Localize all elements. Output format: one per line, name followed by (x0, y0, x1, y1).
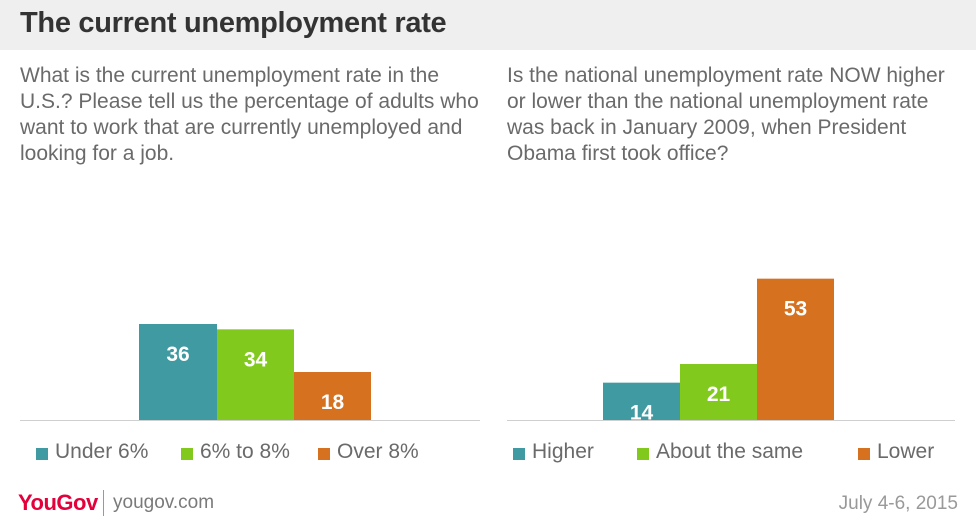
bar-under-6 (139, 324, 217, 420)
bar-higher (603, 382, 680, 420)
legend-swatch (181, 448, 193, 460)
bar-value-label: 18 (321, 391, 345, 414)
bar-over-8 (294, 372, 371, 420)
page-title: The current unemployment rate (20, 7, 447, 39)
bar-value-label: 14 (630, 402, 654, 425)
bar-value-label: 53 (784, 298, 807, 321)
bar-6-to-8 (217, 329, 294, 420)
legend-swatch (36, 448, 48, 460)
bar-value-label: 36 (166, 343, 189, 366)
legend-swatch (637, 448, 649, 460)
question-left: What is the current unemployment rate in… (20, 64, 479, 165)
legend-swatch (318, 448, 330, 460)
yougov-logo: YouGov (18, 490, 98, 515)
footer-url[interactable]: yougov.com (113, 492, 215, 513)
legend-label: About the same (656, 440, 804, 463)
legend-label: Under 6% (55, 440, 149, 463)
bar-about-the-same (680, 364, 757, 420)
legend-label: Higher (532, 440, 594, 463)
title-bar: The current unemployment rate (0, 0, 976, 50)
bar-value-label: 21 (707, 383, 731, 406)
legend-label: Over 8% (337, 440, 419, 463)
legend-label: 6% to 8% (200, 440, 290, 463)
footer-divider (103, 490, 104, 516)
legend-swatch (513, 448, 525, 460)
footer-date: July 4-6, 2015 (838, 493, 958, 514)
bar-lower (757, 278, 834, 420)
question-right: Is the national unemployment rate NOW hi… (507, 64, 945, 165)
legend-swatch (858, 448, 870, 460)
bar-value-label: 34 (244, 348, 268, 371)
legend-label: Lower (877, 440, 935, 463)
